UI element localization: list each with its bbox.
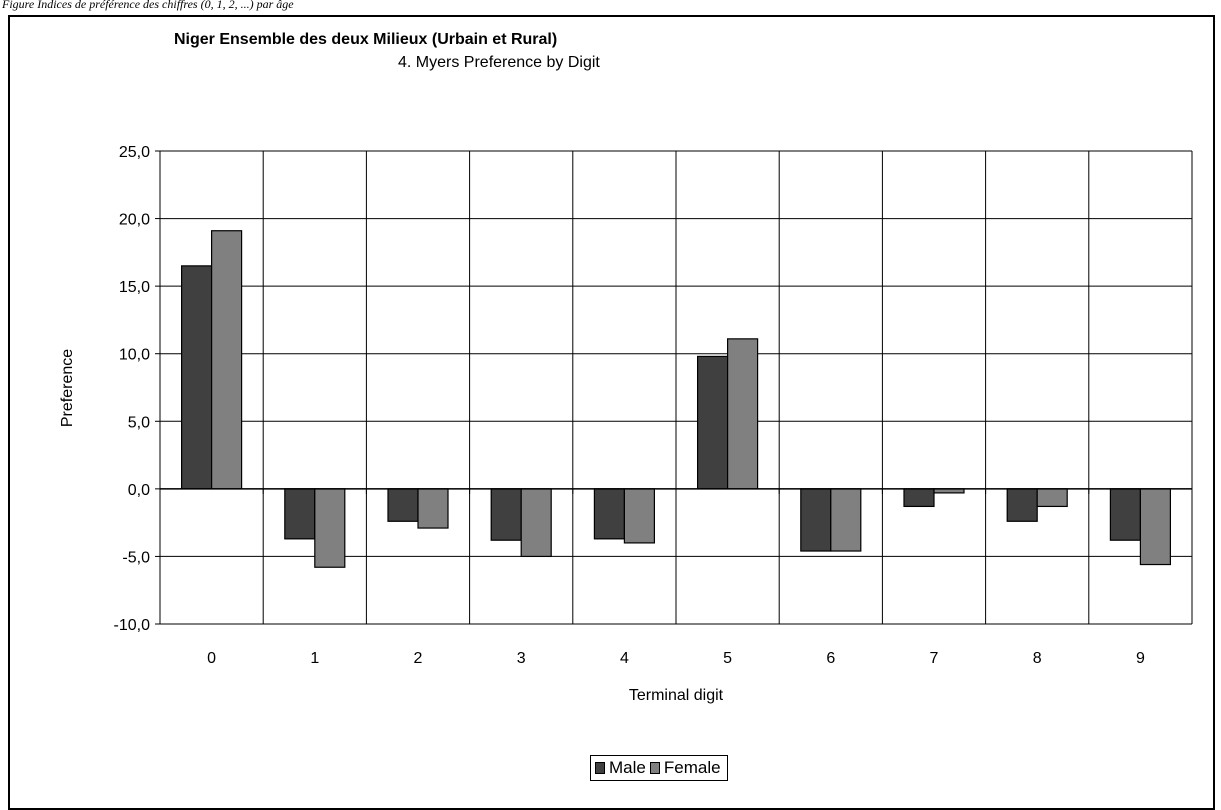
legend: Male Female [590,755,728,781]
x-tick-label: 5 [723,650,732,667]
bar-male-3 [490,488,522,541]
x-tick-label: 7 [930,650,939,667]
y-tick-label: -5,0 [122,549,150,566]
bar-female-0 [211,230,243,490]
bar-female-2 [417,488,449,529]
x-tick-label: 9 [1136,650,1145,667]
x-tick-label: 6 [826,650,835,667]
y-tick-label: 5,0 [128,414,150,431]
legend-item-male: Male [595,758,646,778]
legend-label-female: Female [663,758,721,777]
legend-item-female: Female [649,758,721,778]
x-tick-label: 3 [517,650,526,667]
bar-male-2 [387,488,419,522]
y-tick-label: 15,0 [119,279,150,296]
x-tick-label: 4 [620,650,629,667]
y-tick-label: 25,0 [119,144,150,161]
y-tick-label: 10,0 [119,347,150,364]
x-tick-label: 1 [310,650,319,667]
bar-female-6 [830,488,862,552]
bar-male-9 [1109,488,1142,541]
x-tick-label: 8 [1033,650,1042,667]
bar-male-1 [284,488,316,540]
chart-subtitle: 4. Myers Preference by Digit [398,54,600,71]
legend-swatch-female [649,762,660,774]
chart-title: Niger Ensemble des deux Milieux (Urbain … [174,31,558,48]
bar-male-7 [903,488,935,508]
bar-male-4 [593,488,626,540]
bar-male-8 [1006,488,1038,522]
x-axis-label: Terminal digit [629,687,724,704]
x-tick-label: 0 [207,650,216,667]
bar-female-9 [1139,488,1172,566]
legend-label-male: Male [609,758,646,777]
bar-female-1 [314,488,346,568]
axes: 25,0 20,0 15,0 10,0 5,0 0,0 -5,0 -10,0 0 1 2 3 4 5 6 7 8… [114,144,1193,667]
x-tick-label: 2 [414,650,423,667]
bar-female-4 [623,488,656,544]
y-tick-label: -10,0 [114,617,151,634]
legend-swatch-male [595,762,605,774]
bar-male-5 [696,355,729,490]
figure-caption: Figure Indices de préférence des chiffre… [2,0,294,11]
bar-female-8 [1036,488,1068,508]
bars [181,230,1172,568]
bar-female-5 [726,338,759,490]
bar-male-6 [800,488,832,552]
bar-male-0 [181,265,213,490]
y-tick-label: 20,0 [119,212,150,229]
y-tick-label: 0,0 [128,482,150,499]
bar-female-3 [520,488,552,558]
y-axis-label: Preference [59,349,76,427]
